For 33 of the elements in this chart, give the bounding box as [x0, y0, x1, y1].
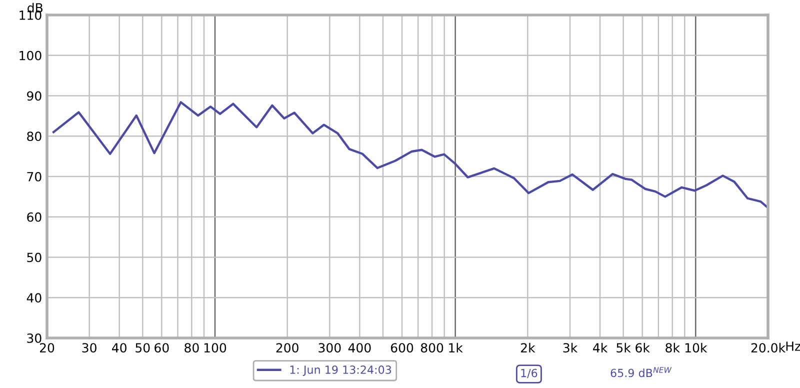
x-tick-label: 400	[348, 343, 371, 353]
x-tick-label: 600	[390, 343, 414, 353]
y-tick-label: 80	[27, 132, 42, 142]
y-tick-label: 40	[26, 293, 42, 303]
x-tick-label: 6k	[636, 342, 650, 353]
legend-label: 1: Jun 19 13:24:03	[290, 366, 392, 376]
x-tick-label: 60	[154, 343, 169, 353]
x-tick-label: 80	[184, 343, 199, 353]
y-tick-label: 30	[27, 333, 42, 343]
x-tick-label: 40	[112, 343, 126, 353]
x-tick-label: 3k	[563, 342, 578, 353]
text: 65.9 dB$^{NEW}$	[610, 367, 672, 378]
y-tick-label: 100	[20, 50, 42, 60]
y-tick-label: 50	[27, 252, 42, 262]
x-tick-label: 800	[420, 343, 444, 353]
x-tick-label: 50	[136, 343, 150, 353]
x-tick-label: 10k	[685, 342, 708, 353]
x-tick-label: 5k	[616, 342, 631, 353]
y-tick-label: 90	[27, 91, 42, 101]
x-tick-label: 4k	[593, 342, 608, 352]
x-tick-label: 20	[40, 343, 54, 353]
x-tick-label: 8k	[666, 342, 680, 353]
x-tick-label: 1k	[449, 342, 463, 352]
x-tick-label: 300	[318, 343, 341, 353]
x-tick-label: 100	[204, 343, 226, 353]
text: 1/6	[521, 368, 538, 378]
y-tick-label: 70	[27, 172, 42, 182]
x-tick-label: 30	[82, 343, 96, 353]
x-tick-label: 2k	[520, 342, 536, 352]
x-tick-label: 20.0k	[751, 342, 786, 353]
y-tick-label: 60	[27, 212, 42, 222]
y-tick-label: 110	[20, 10, 42, 20]
x-tick-label: 200	[276, 343, 298, 353]
